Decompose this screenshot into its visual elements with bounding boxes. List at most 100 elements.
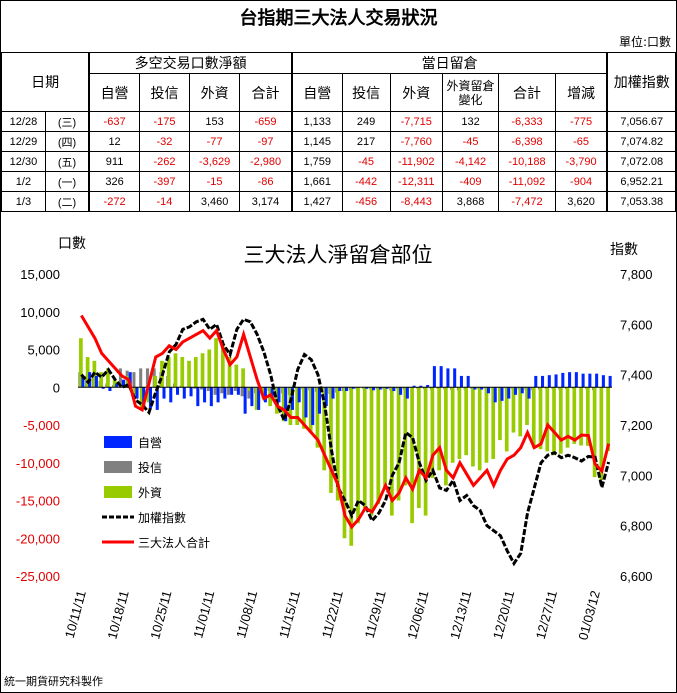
right-tick-label: 7,200	[620, 418, 653, 433]
foreign-bar	[295, 387, 300, 425]
foreign-bar	[254, 387, 259, 410]
legend-trust-swatch	[104, 461, 132, 473]
foreign-bar	[545, 387, 550, 452]
foreign-bar	[599, 387, 604, 481]
foreign-bar	[207, 349, 212, 388]
net-cell: -77	[189, 131, 241, 152]
oi-cell: -11,092	[498, 171, 556, 192]
left-tick-label: 5,000	[27, 343, 60, 358]
trust-bar	[139, 368, 143, 388]
foreign-bar	[133, 387, 137, 395]
credit-text: 統一期貨研究科製作	[4, 675, 103, 688]
net-cell: -272	[88, 191, 140, 212]
dealer-bar	[568, 372, 572, 388]
dealer-bar	[378, 387, 382, 390]
dealer-bar	[588, 373, 592, 388]
net-cell: -2,980	[239, 151, 293, 172]
foreign-bar	[430, 387, 435, 478]
index-line	[80, 317, 611, 567]
right-tick-label: 7,800	[620, 267, 653, 282]
foreign-bar	[437, 387, 441, 471]
oi-cell: -904	[554, 171, 608, 192]
foreign-bar	[369, 387, 374, 516]
legend-dealer-swatch	[104, 436, 132, 448]
dealer-bar	[405, 387, 409, 399]
foreign-bar	[389, 387, 394, 516]
oi-cell: 1,759	[290, 151, 343, 172]
right-tick-label: 7,600	[620, 317, 653, 332]
legend-foreign-swatch	[104, 486, 132, 498]
col-oi-change: 增減	[554, 73, 608, 112]
dealer-bar	[419, 385, 423, 388]
dealer-bar	[216, 387, 220, 403]
oi-cell: -6,398	[498, 131, 556, 152]
x-tick-label: 11/01/11	[190, 589, 217, 640]
oi-cell: 249	[341, 111, 391, 132]
oi-cell: -10,188	[498, 151, 556, 172]
dealer-bar	[520, 387, 524, 394]
dealer-bar	[466, 375, 470, 388]
dealer-bar	[500, 387, 504, 401]
net-cell: -3,629	[189, 151, 241, 172]
foreign-bar	[227, 357, 232, 388]
legend-foreign-label: 外資	[138, 486, 162, 500]
dealer-bar	[317, 387, 322, 414]
foreign-bar	[146, 387, 151, 403]
foreign-bar	[220, 345, 225, 388]
table-row: 12/29 (四) 12 -32 -77 -97 1,145 217 -7,760 -45 -6,3…	[1, 131, 677, 152]
dealer-bar	[507, 387, 511, 399]
row-weekday: (一)	[44, 171, 90, 192]
date-header: 日期	[1, 52, 90, 112]
net-cell: 3,174	[239, 191, 293, 212]
dealer-bar	[311, 387, 315, 425]
col-oi-foreign: 外資	[389, 73, 443, 112]
net-cell: 3,460	[189, 191, 241, 212]
foreign-bar	[416, 387, 421, 509]
net-cell: -97	[239, 131, 293, 152]
net-cell: -397	[138, 171, 191, 192]
left-tick-label: -5,000	[23, 418, 60, 433]
foreign-bar	[504, 387, 509, 452]
dealer-bar	[493, 387, 497, 403]
trust-bar	[213, 387, 217, 395]
oi-cell: -4,142	[441, 151, 500, 172]
dealer-bar	[142, 387, 146, 407]
x-tick-label: 01/03/12	[575, 589, 603, 642]
foreign-bar	[106, 368, 110, 388]
net-cell: 12	[88, 131, 140, 152]
right-tick-label: 7,400	[620, 368, 653, 383]
net-cell: -637	[88, 111, 140, 132]
oi-cell: 1,661	[290, 171, 343, 192]
dealer-bar	[135, 387, 139, 399]
foreign-bar	[308, 387, 313, 433]
left-tick-label: -25,000	[16, 569, 60, 584]
x-tick-label: 10/25/11	[147, 589, 174, 641]
foreign-bar	[592, 387, 597, 478]
oi-group-header: 當日留倉	[290, 52, 608, 74]
foreign-bar	[572, 387, 577, 444]
oi-cell: 3,620	[554, 191, 608, 212]
net-cell: 153	[189, 111, 241, 132]
x-tick-label: 11/29/11	[362, 589, 389, 640]
oi-cell: -7,472	[498, 191, 556, 212]
row-date: 1/3	[1, 191, 46, 212]
foreign-bar	[450, 387, 455, 463]
dealer-bar	[480, 387, 484, 390]
foreign-bar	[396, 387, 401, 501]
foreign-bar	[214, 338, 218, 388]
oi-cell: -12,311	[389, 171, 443, 192]
foreign-bar	[423, 387, 428, 516]
dealer-bar	[176, 387, 180, 395]
foreign-bar	[471, 387, 475, 467]
foreign-bar	[281, 387, 286, 422]
total-line	[80, 314, 611, 530]
x-tick-label: 11/15/11	[276, 589, 303, 640]
dealer-bar	[324, 387, 328, 407]
foreign-bar	[531, 387, 536, 448]
dealer-bar	[270, 387, 274, 399]
dealer-bar	[554, 374, 558, 388]
right-axis-title: 指數	[610, 242, 638, 258]
foreign-bar	[329, 387, 333, 493]
index-cell: 7,074.82	[606, 131, 677, 152]
foreign-bar	[356, 387, 360, 524]
